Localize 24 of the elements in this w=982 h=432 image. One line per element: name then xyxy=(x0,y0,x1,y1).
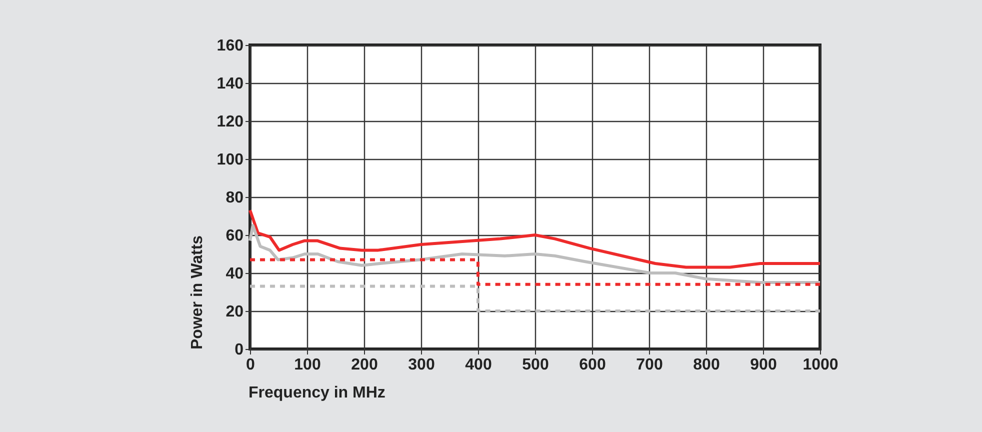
y-tick-label: 120 xyxy=(216,114,244,130)
x-tick-label: 0 xyxy=(246,356,256,374)
line-series xyxy=(248,224,822,284)
x-tick-label: 400 xyxy=(465,356,492,374)
x-tick-label: 100 xyxy=(294,356,321,374)
y-tick-label: 20 xyxy=(226,304,244,320)
y-tick-label: 40 xyxy=(226,266,244,282)
y-tick-label: 140 xyxy=(216,76,244,92)
x-axis-title: Frequency in MHz xyxy=(248,384,386,402)
x-tick-label: 200 xyxy=(351,356,378,374)
x-tick-label: 1000 xyxy=(802,356,838,374)
y-tick-label: 80 xyxy=(226,190,244,206)
y-tick-label: 100 xyxy=(216,152,244,168)
x-tick-label: 500 xyxy=(522,356,549,374)
y-axis-title: Power in Watts xyxy=(188,235,206,350)
x-tick-label: 800 xyxy=(693,356,720,374)
x-tick-label: 900 xyxy=(750,356,777,374)
y-tick-label: 0 xyxy=(234,342,244,358)
x-tick-label: 300 xyxy=(408,356,435,374)
line-series xyxy=(248,208,822,269)
y-tick-label: 160 xyxy=(216,38,244,54)
x-tick-label: 600 xyxy=(579,356,606,374)
y-tick-label: 60 xyxy=(226,228,244,244)
x-tick-label: 700 xyxy=(636,356,663,374)
